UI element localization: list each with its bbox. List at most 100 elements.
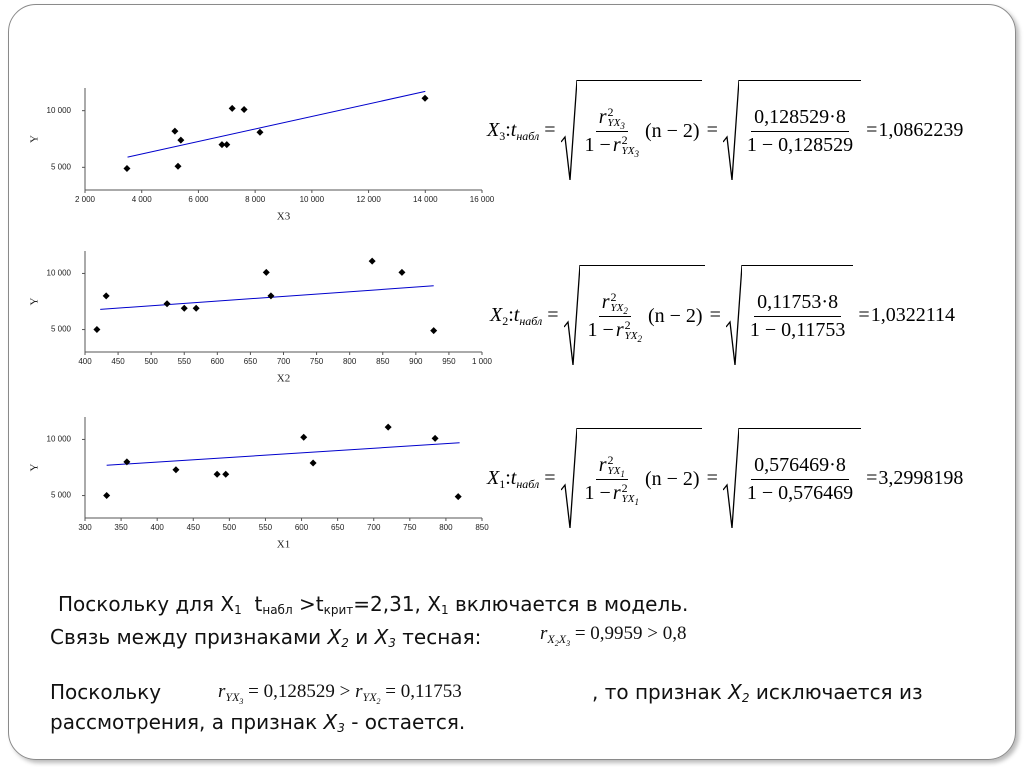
text-segment: YX bbox=[362, 690, 377, 705]
one-minus: 1 − bbox=[587, 319, 614, 341]
radical: 0,128529·8 1 − 0,128529 bbox=[723, 80, 862, 180]
text-segment: = 0,11753 bbox=[380, 681, 462, 702]
trend-line bbox=[100, 285, 434, 310]
x-tick-label: 350 bbox=[114, 523, 128, 532]
result: 1,0862239 bbox=[878, 118, 964, 141]
point bbox=[398, 268, 406, 276]
x-tick-label: 600 bbox=[211, 357, 225, 366]
point bbox=[172, 466, 180, 474]
x-tick-label: 800 bbox=[439, 523, 453, 532]
point bbox=[431, 434, 439, 442]
text-run: Связь между признаками X2 и X3 тесная: bbox=[50, 625, 481, 650]
x-tick-label: 14 000 bbox=[413, 195, 438, 204]
scripts: 2 YX2 bbox=[624, 319, 642, 344]
point bbox=[454, 493, 462, 501]
equals: = bbox=[858, 303, 870, 326]
subscript: YX3 bbox=[607, 117, 624, 131]
r-symbol: r 2 YX3 bbox=[599, 106, 625, 131]
x-tick-label: 850 bbox=[475, 523, 489, 532]
text-run: Поскольку bbox=[50, 680, 161, 704]
x-tick-label: 650 bbox=[331, 523, 345, 532]
point bbox=[267, 292, 275, 300]
n-term: (n − 2) bbox=[644, 468, 700, 490]
text-segment: X bbox=[728, 680, 742, 704]
text-segment: 3 bbox=[566, 639, 571, 649]
x-tick-label: 550 bbox=[178, 357, 192, 366]
subscript: YX1 bbox=[607, 465, 625, 479]
point bbox=[262, 268, 270, 276]
trend-line bbox=[127, 90, 426, 158]
colon: : bbox=[508, 303, 514, 326]
r: r bbox=[612, 134, 621, 156]
r-symbol: r 2 YX3 bbox=[612, 134, 639, 159]
text-segment: = 0,9959 > 0,8 bbox=[570, 623, 687, 644]
r-symbol: r 2 YX2 bbox=[616, 319, 642, 344]
t-symbol: t bbox=[513, 303, 520, 326]
point bbox=[384, 423, 392, 431]
one-minus: 1 − bbox=[584, 482, 611, 504]
equals: = bbox=[709, 303, 721, 326]
x-tick-label: 16 000 bbox=[470, 195, 495, 204]
subscript-text: YX bbox=[610, 302, 624, 314]
t-symbol: t bbox=[510, 466, 517, 489]
radical-sign bbox=[723, 428, 739, 528]
subscript-text: YX bbox=[607, 465, 621, 477]
radicand: 0,11753·8 1 − 0,11753 bbox=[741, 265, 854, 365]
radicand: 0,128529·8 1 − 0,128529 bbox=[738, 80, 862, 180]
subscript-text: YX bbox=[624, 330, 638, 342]
point bbox=[222, 470, 230, 478]
t-subscript: набл bbox=[516, 128, 540, 143]
formula: X 2: t набл = r 2 YX2 1 − r 2 YX2 (n − 2) = 0,11753·8 1… bbox=[490, 265, 955, 365]
x-axis-label: X3 bbox=[277, 211, 291, 223]
x-tick-label: 1 000 bbox=[472, 357, 493, 366]
point bbox=[103, 492, 111, 500]
t-subscript: набл bbox=[519, 313, 543, 328]
radical-stroke bbox=[561, 80, 577, 180]
variable: X bbox=[487, 118, 500, 141]
result: 1,0322114 bbox=[870, 303, 955, 326]
point bbox=[240, 106, 248, 114]
point bbox=[430, 327, 438, 335]
x-tick-label: 10 000 bbox=[300, 195, 325, 204]
subscript-index: 1 bbox=[620, 469, 625, 479]
text-segment: X bbox=[547, 632, 555, 647]
text-segment: >t bbox=[292, 592, 324, 616]
r-symbol: r 2 YX1 bbox=[613, 481, 639, 507]
result: 3,2998198 bbox=[878, 466, 964, 489]
subscript-index: 2 bbox=[637, 334, 642, 344]
superscript: 2 bbox=[621, 481, 628, 495]
text-run: Поскольку для X1 tнабл >tкрит=2,31, X1 в… bbox=[58, 592, 688, 617]
equals: = bbox=[866, 466, 878, 489]
point bbox=[218, 141, 226, 149]
radicand: 0,576469·8 1 − 0,576469 bbox=[738, 428, 862, 528]
radicand: r 2 YX2 1 − r 2 YX2 (n − 2) bbox=[579, 265, 705, 365]
text-segment: YX bbox=[225, 690, 240, 705]
x-tick-label: 2 000 bbox=[75, 195, 96, 204]
x-tick-label: 400 bbox=[78, 357, 92, 366]
radical-stroke bbox=[723, 80, 739, 180]
text-segment: , то признак bbox=[592, 680, 729, 704]
point bbox=[213, 470, 221, 478]
x-tick-label: 12 000 bbox=[356, 195, 381, 204]
point bbox=[421, 94, 429, 102]
point bbox=[228, 104, 236, 112]
text-segment: X bbox=[558, 632, 567, 647]
n-term: (n − 2) bbox=[644, 120, 700, 142]
text-segment: X bbox=[327, 625, 342, 649]
text-segment: r bbox=[540, 623, 548, 644]
text-segment: 2 bbox=[554, 639, 559, 649]
text-segment: r bbox=[355, 681, 363, 702]
denominator: 1 − r 2 YX3 bbox=[582, 132, 642, 159]
x-tick-label: 6 000 bbox=[188, 195, 209, 204]
denominator: 1 − 0,128529 bbox=[744, 132, 856, 157]
equals: = bbox=[706, 118, 718, 141]
point bbox=[123, 458, 131, 466]
x-tick-label: 8 000 bbox=[245, 195, 266, 204]
subscript-text: YX bbox=[607, 117, 621, 129]
x-tick-label: 750 bbox=[310, 357, 324, 366]
fraction: r 2 YX3 1 − r 2 YX3 bbox=[582, 106, 642, 159]
radical-sign bbox=[564, 265, 580, 365]
text-segment: набл bbox=[262, 603, 293, 617]
superscript: 2 bbox=[610, 290, 617, 304]
